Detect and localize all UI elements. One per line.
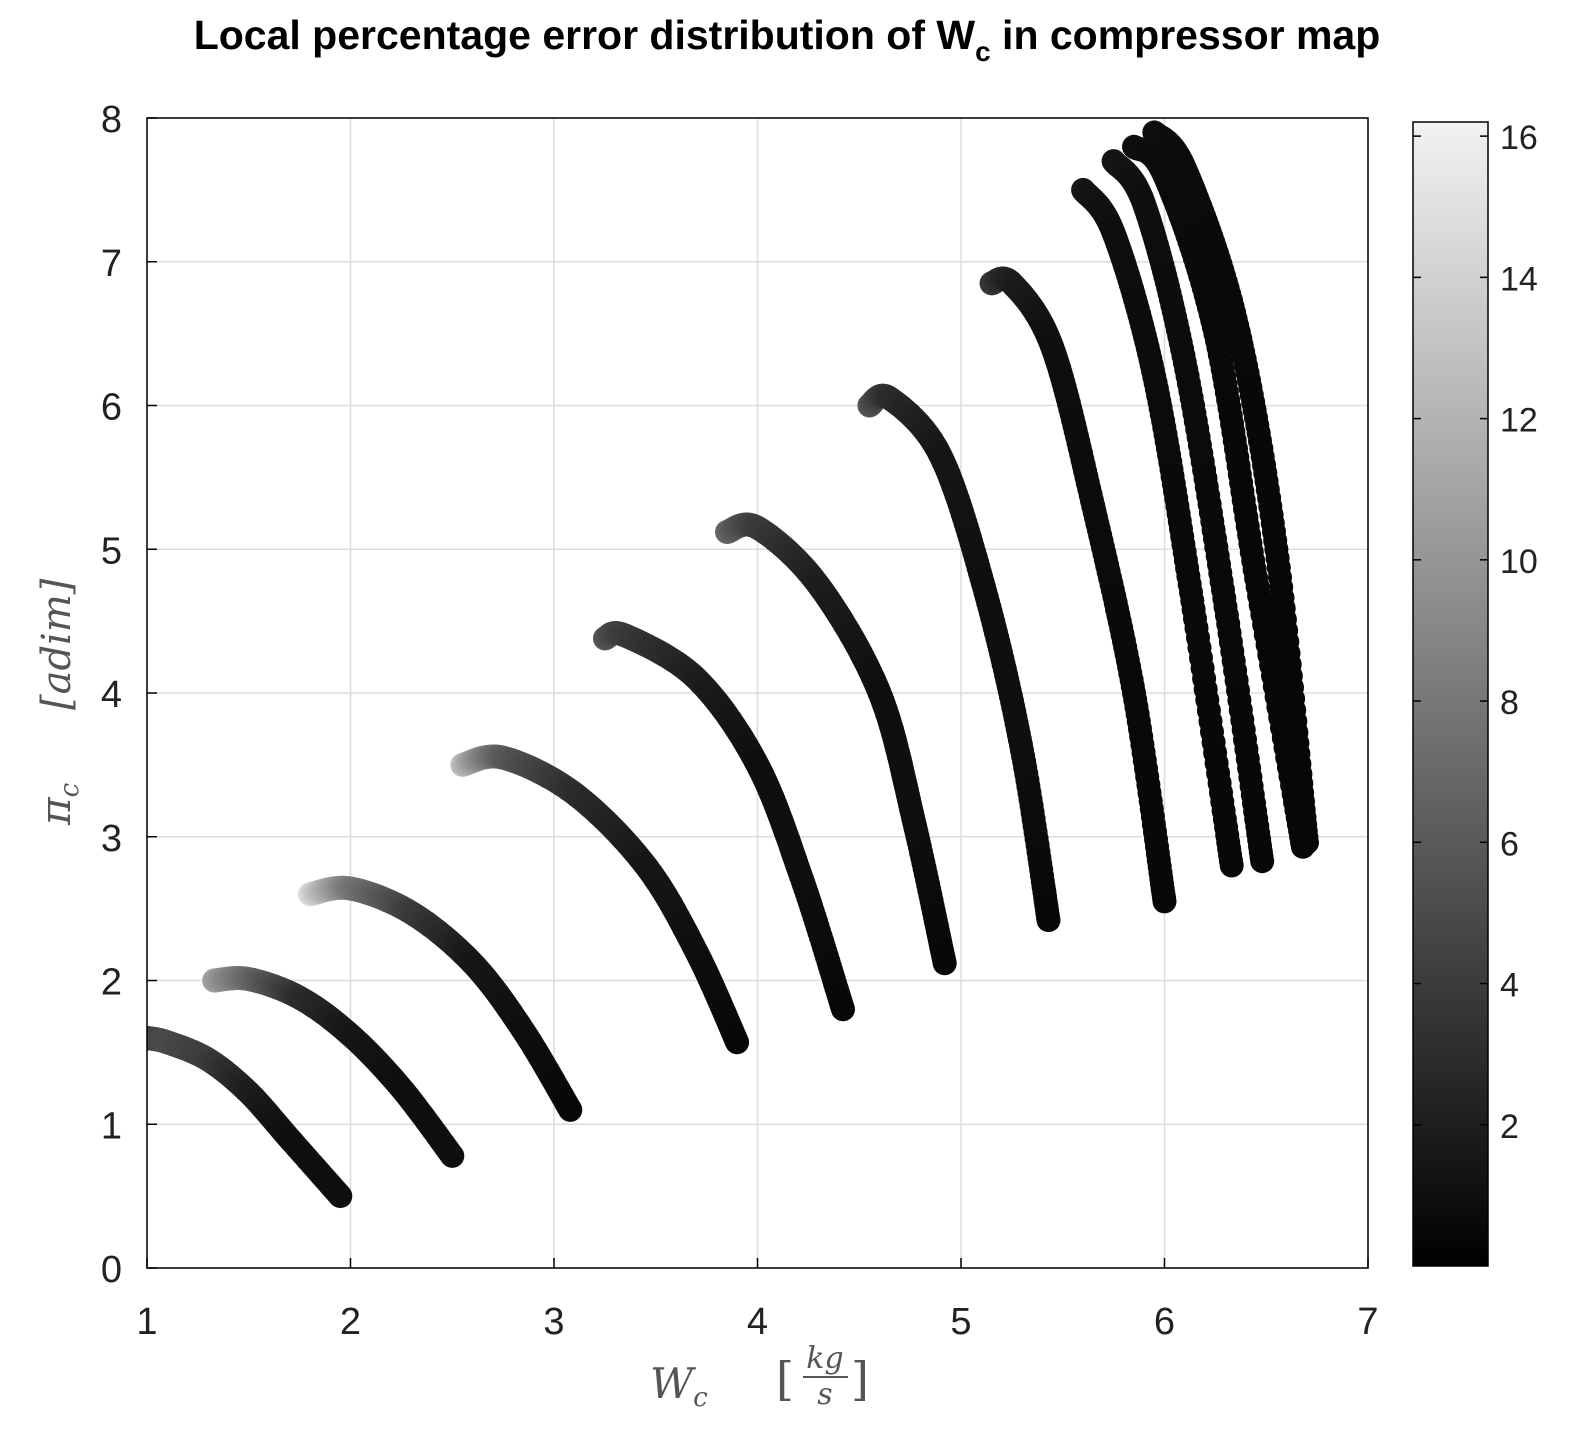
curve-point [1250,849,1275,874]
x-tick-label: 3 [543,1301,564,1343]
x-tick-label: 5 [950,1301,971,1343]
chart-title-subscript: c [975,36,991,67]
svg-text:Wc: Wc [650,1359,708,1413]
y-tick-label: 1 [101,1105,122,1147]
error-curve [450,744,750,1055]
colorbar-tick-label: 16 [1500,119,1538,157]
curve-point [1036,908,1061,933]
y-axis-label: πc [adim] [31,578,85,826]
colorbar: 2 4 6 8 10 12 14 16 [1412,119,1538,1267]
y-tick-label: 2 [101,962,122,1004]
error-curve [1101,149,1275,874]
error-curve [147,1026,353,1209]
y-tick-label: 4 [101,674,122,716]
curve-point [725,1030,750,1055]
curve-point [440,1143,465,1168]
chart-title: Local percentage error distribution of W… [0,12,1574,68]
colorbar-gradient [1412,121,1489,1267]
x-unit-left-bracket: [ [776,1352,794,1406]
x-unit-denominator: s [817,1377,832,1412]
colorbar-tick-label: 2 [1500,1108,1519,1146]
x-axis: 1 2 3 4 5 6 7 [136,1258,1379,1343]
y-tick-label: 0 [101,1249,122,1291]
x-unit-right-bracket: ] [851,1352,869,1406]
y-tick-label: 5 [101,530,122,572]
y-axis-label-subscript: c [55,782,85,797]
curve-point [932,951,957,976]
curve-point [1152,889,1177,914]
colorbar-tick-label: 8 [1500,684,1519,722]
error-curve [1142,120,1319,855]
y-tick-label: 6 [101,387,122,429]
x-unit-numerator: kg [806,1341,843,1376]
x-axis-label: Wc [ kg s ] [650,1341,869,1413]
curve-point [558,1097,583,1122]
y-axis-unit: [adim] [34,578,80,710]
y-tick-label: 3 [101,818,122,860]
x-axis-label-symbol: W [650,1359,697,1408]
colorbar-tick-label: 14 [1500,260,1538,298]
x-tick-label: 2 [340,1301,361,1343]
colorbar-ticks: 2 4 6 8 10 12 14 16 [1413,119,1538,1146]
x-axis-label-subscript: c [693,1383,708,1413]
y-axis: 0 1 2 3 4 5 6 7 8 [101,99,157,1291]
curve-point [328,1184,353,1209]
colorbar-tick-label: 4 [1500,967,1519,1005]
colorbar-tick-label: 12 [1500,402,1538,440]
chart-title-main: Local percentage error distribution of W [193,12,976,58]
svg-text:πc: πc [31,782,85,826]
grid [146,117,1369,1269]
colorbar-tick-label: 6 [1500,825,1519,863]
y-axis-label-symbol: π [31,796,80,826]
x-tick-label: 7 [1357,1301,1378,1343]
x-tick-label: 4 [747,1301,768,1343]
chart-title-suffix: in compressor map [990,12,1381,58]
error-curve [979,266,1177,914]
error-curve [857,383,1061,933]
x-tick-label: 6 [1154,1301,1175,1343]
y-tick-label: 7 [101,243,122,285]
error-curve [1071,177,1244,878]
curve-point [1295,830,1319,855]
error-curve [715,512,957,976]
y-tick-label: 8 [101,99,122,141]
error-curve [592,621,855,1022]
curves [147,120,1319,1209]
error-curve [202,966,465,1168]
curve-point [831,997,855,1022]
x-tick-label: 1 [136,1301,157,1343]
curve-point [1219,853,1244,878]
colorbar-tick-label: 10 [1500,543,1538,581]
error-curve [297,875,583,1122]
